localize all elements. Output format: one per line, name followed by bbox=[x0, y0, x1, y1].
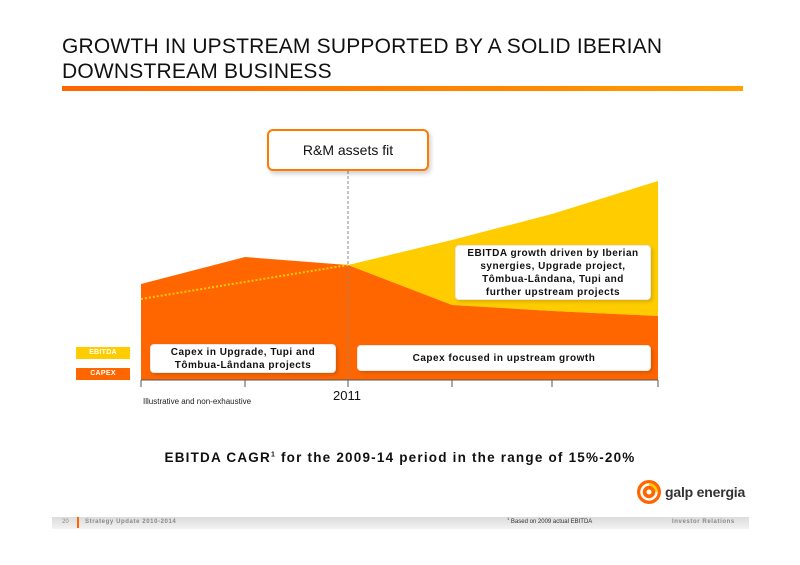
callout-ebitda-line4: further upstream projects bbox=[485, 286, 621, 298]
galp-logo-icon bbox=[637, 480, 661, 504]
slide-title-line2: DOWNSTREAM BUSINESS bbox=[62, 60, 332, 83]
footnote-text: Based on 2009 actual EBITDA bbox=[509, 519, 593, 525]
title-underline bbox=[62, 86, 743, 91]
callout-ebitda-line2: synergies, Upgrade project, bbox=[480, 260, 626, 272]
footer-right-text: Investor Relations bbox=[672, 519, 735, 525]
cagr-footnote-marker: 1 bbox=[270, 451, 277, 459]
rm-assets-fit-box: R&M assets fit bbox=[267, 129, 429, 171]
callout-capex-left: Capex in Upgrade, Tupi and Tômbua-Lândan… bbox=[150, 344, 336, 373]
page-number: 20 bbox=[62, 519, 69, 525]
footer-bar bbox=[52, 517, 749, 529]
galp-logo-text: galp energia bbox=[665, 484, 746, 500]
legend-capex: CAPEX bbox=[76, 368, 130, 380]
footer-separator bbox=[77, 517, 79, 528]
callout-ebitda-line1: EBITDA growth driven by Iberian bbox=[467, 247, 639, 259]
callout-ebitda-line3: Tômbua-Lândana, Tupi and bbox=[482, 273, 624, 285]
footnote-marker: 1 bbox=[507, 516, 510, 521]
year-label-2011: 2011 bbox=[333, 388, 361, 403]
illustrative-note: Illustrative and non-exhaustive bbox=[143, 397, 252, 406]
callout-capex-left-line2: Tômbua-Lândana projects bbox=[174, 359, 312, 371]
callout-capex-right: Capex focused in upstream growth bbox=[357, 345, 651, 371]
footer-left-text: Strategy Update 2010-2014 bbox=[85, 519, 177, 525]
ebitda-trend-line bbox=[140, 264, 349, 300]
footnote: 1 Based on 2009 actual EBITDA bbox=[507, 516, 592, 525]
callout-capex-left-line1: Capex in Upgrade, Tupi and bbox=[170, 346, 316, 358]
legend-ebitda: EBITDA bbox=[76, 347, 130, 359]
slide-title: GROWTH IN UPSTREAM SUPPORTED BY A SOLID … bbox=[62, 34, 742, 84]
cagr-text-a: EBITDA CAGR bbox=[164, 450, 271, 465]
callout-ebitda-growth: EBITDA growth driven by Iberian synergie… bbox=[455, 245, 651, 300]
cagr-text-b: for the 2009-14 period in the range of 1… bbox=[276, 450, 636, 465]
cagr-statement: EBITDA CAGR1 for the 2009-14 period in t… bbox=[0, 450, 800, 465]
galp-logo: galp energia bbox=[636, 479, 745, 505]
slide-title-line1: GROWTH IN UPSTREAM SUPPORTED BY A SOLID … bbox=[62, 35, 663, 58]
